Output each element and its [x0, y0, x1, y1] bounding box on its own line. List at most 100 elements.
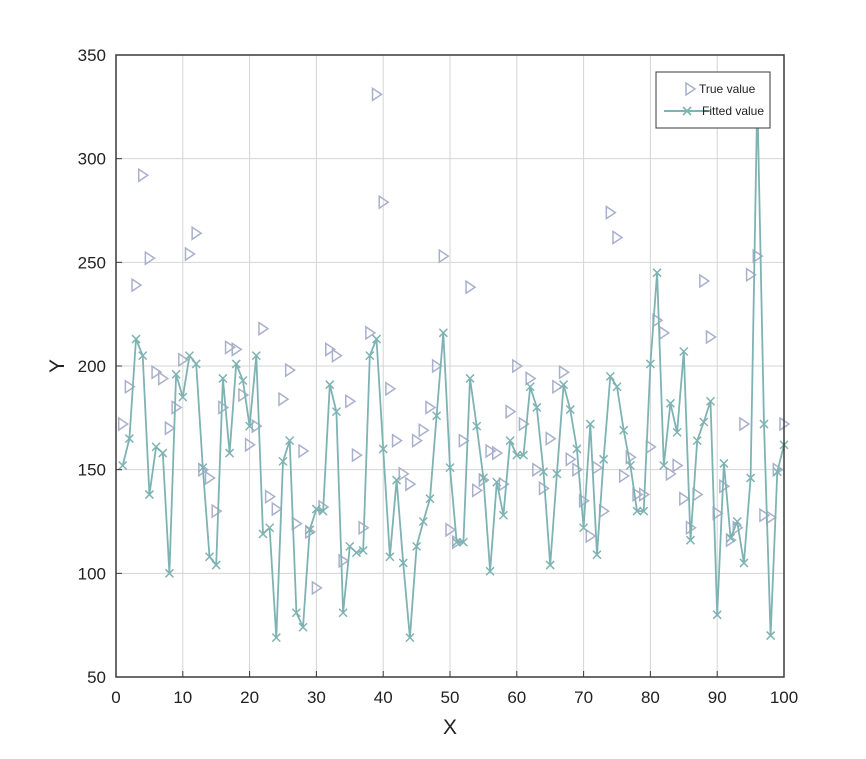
fitted-value-point [532, 402, 542, 412]
true-value-point [178, 352, 190, 368]
true-value-point [625, 449, 637, 465]
fitted-value-point [385, 552, 395, 562]
legend-true-marker-icon [685, 81, 697, 97]
fitted-value-point [438, 328, 448, 338]
true-value-point [719, 478, 731, 494]
fitted-value-point [565, 405, 575, 415]
true-value-point [518, 416, 530, 432]
true-value-point [739, 416, 751, 432]
fitted-value-point [131, 334, 141, 344]
true-value-point [458, 433, 470, 449]
fitted-value-point [552, 469, 562, 479]
fitted-value-point [285, 436, 295, 446]
fitted-value-point [144, 490, 154, 500]
fitted-value-point [732, 516, 742, 527]
legend: True value Fitted value [655, 71, 771, 129]
fitted-value-point [625, 460, 635, 471]
true-value-point [699, 273, 711, 289]
fitted-value-point [305, 525, 315, 535]
fitted-value-point [478, 473, 488, 483]
fitted-value-point [692, 436, 702, 446]
y-tick-label: 50 [87, 668, 106, 687]
true-value-point [351, 447, 363, 463]
fitted-value-point [746, 473, 756, 483]
true-value-point [144, 250, 156, 266]
true-value-point [705, 329, 717, 345]
fitted-value-point [398, 558, 408, 568]
true-value-point [325, 342, 337, 357]
x-tick-label: 80 [641, 688, 660, 707]
fitted-value-point [405, 633, 415, 643]
true-value-point [371, 86, 383, 102]
true-value-point [438, 248, 450, 264]
true-value-point [572, 462, 584, 478]
y-axis-ticks: 50 100 150 200 250 300 350 [78, 46, 122, 687]
fitted-value-point [211, 560, 221, 570]
true-value-point [278, 391, 290, 407]
true-value-point [552, 379, 564, 395]
fitted-value-point [425, 494, 435, 504]
fitted-value-point [612, 382, 622, 392]
fitted-value-point [291, 608, 301, 618]
y-tick-label: 250 [78, 253, 106, 272]
fitted-value-point [432, 411, 442, 421]
true-value-point [264, 489, 276, 505]
fitted-value-point [278, 456, 288, 466]
true-value-point [398, 466, 410, 482]
fitted-value-point [271, 633, 281, 643]
true-value-point [431, 358, 443, 374]
fitted-value-point [298, 622, 308, 632]
true-value-point [752, 248, 764, 264]
fitted-value-point [164, 568, 174, 578]
true-value-point [231, 342, 243, 357]
fitted-value-point [351, 548, 362, 558]
fitted-value-point [412, 541, 422, 551]
true-value-point [391, 433, 403, 449]
fitted-value-point [639, 506, 649, 516]
true-value-point [759, 507, 771, 523]
fitted-value-point [118, 460, 128, 471]
true-value-point [618, 468, 631, 484]
fitted-value-point [225, 448, 235, 458]
true-value-point [365, 325, 377, 341]
fitted-value-point [619, 425, 629, 435]
true-value-point [224, 339, 236, 355]
true-value-point [418, 422, 430, 438]
true-value-point [284, 362, 297, 378]
true-value-point [672, 458, 684, 473]
fitted-value-point [759, 419, 769, 429]
true-value-point [385, 381, 397, 397]
fitted-value-point [545, 560, 555, 570]
fitted-value-point [659, 460, 669, 471]
true-value-point [612, 230, 624, 245]
fitted-value-point [505, 436, 515, 446]
fitted-value-point [592, 550, 602, 560]
x-axis-ticks: 0 10 20 30 40 50 60 70 80 90 100 [111, 671, 798, 707]
fitted-value-point [599, 454, 609, 464]
true-value-point [298, 443, 310, 459]
true-value-point [158, 371, 170, 386]
true-value-point [331, 348, 343, 364]
fitted-value-point [338, 608, 348, 618]
fitted-value-point [518, 450, 529, 460]
true-value-point [605, 205, 617, 220]
fitted-value-point [605, 371, 615, 381]
fitted-value-point [158, 448, 168, 458]
x-tick-label: 90 [708, 688, 727, 707]
fitted-value-point [705, 396, 716, 406]
fitted-value-point [318, 506, 328, 516]
true-value-point [505, 404, 517, 420]
fitted-value-point [685, 535, 696, 545]
fitted-value-point [739, 558, 749, 568]
true-value-point [251, 418, 263, 434]
fitted-value-line [121, 95, 785, 639]
fitted-value-series [118, 91, 789, 643]
x-tick-label: 50 [441, 688, 460, 707]
true-value-point [137, 167, 150, 183]
fitted-value-point [452, 537, 462, 547]
true-value-point [578, 493, 590, 509]
true-value-point [211, 503, 223, 519]
fitted-value-point [358, 545, 368, 556]
true-value-point [204, 470, 216, 486]
